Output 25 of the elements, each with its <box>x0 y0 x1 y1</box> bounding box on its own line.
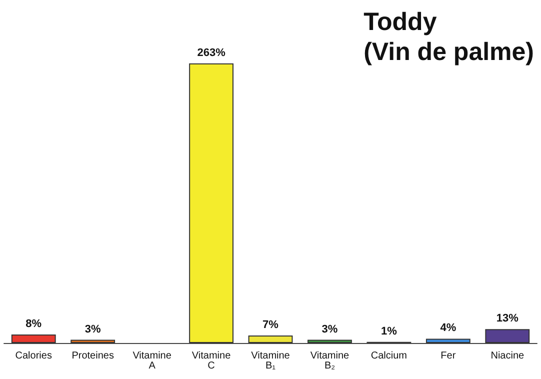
bar <box>248 336 293 343</box>
x-tick-label: Niacine <box>490 350 524 362</box>
data-label: 3% <box>322 323 338 336</box>
x-tick-label: Vitamine B₁ <box>251 350 290 372</box>
data-label: 4% <box>440 322 456 334</box>
data-label: 13% <box>496 312 519 325</box>
x-tick-label: Calcium <box>370 350 408 362</box>
chart-title: Toddy (Vin de palme) <box>364 8 534 66</box>
bar <box>426 338 470 343</box>
x-tick-label: Fer <box>440 350 456 362</box>
data-label: 263% <box>197 46 226 59</box>
bar <box>308 340 352 343</box>
x-tick-label: Vitamine A <box>132 350 172 372</box>
x-tick-label: Calories <box>15 350 52 362</box>
bar <box>189 63 234 343</box>
data-label: 8% <box>26 318 42 330</box>
data-label: 1% <box>380 325 398 338</box>
data-label: 3% <box>84 323 101 336</box>
bar <box>485 329 530 343</box>
data-label: 7% <box>262 319 279 332</box>
bar <box>11 334 56 343</box>
x-tick-label: Vitamine B₂ <box>310 350 350 372</box>
bar <box>70 340 116 343</box>
x-tick-label: Proteines <box>72 350 114 362</box>
x-tick-label: Vitamine C <box>192 350 232 372</box>
